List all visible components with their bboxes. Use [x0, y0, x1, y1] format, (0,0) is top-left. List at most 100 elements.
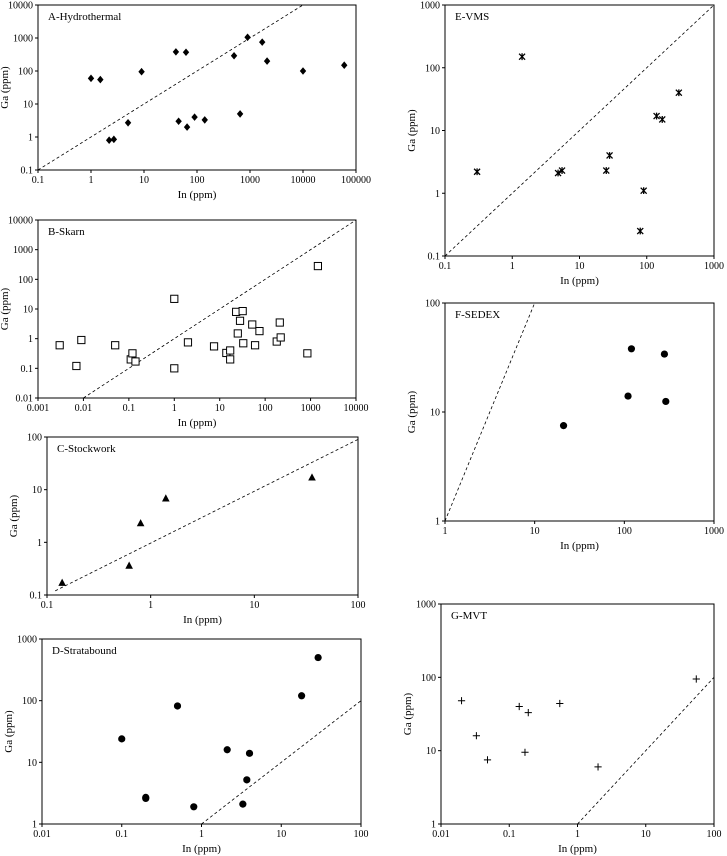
data-point	[263, 57, 271, 65]
x-tick-label: 0.1	[123, 403, 136, 414]
data-point	[606, 152, 614, 159]
y-tick-label: 10000	[8, 216, 33, 227]
data-point	[472, 732, 480, 740]
data-point	[640, 187, 648, 195]
data-point	[235, 316, 245, 325]
data-point	[692, 675, 700, 683]
x-tick-label: 10000	[291, 175, 316, 186]
data-point	[162, 494, 170, 502]
y-tick-label: 1000	[17, 635, 37, 646]
data-point	[226, 346, 235, 355]
data-point	[223, 746, 231, 754]
data-point	[239, 339, 248, 348]
x-tick-label: 1	[199, 829, 204, 840]
x-tick-label: 1	[89, 175, 94, 186]
data-point	[125, 561, 133, 569]
y-tick-label: 10	[426, 746, 436, 757]
data-point	[190, 803, 198, 811]
data-point	[602, 167, 610, 175]
x-tick-label: 1000	[240, 175, 260, 186]
panel-title: F-SEDEX	[455, 309, 500, 321]
x-tick-label: 1	[443, 526, 448, 537]
panel-title: E-VMS	[455, 11, 489, 23]
x-tick-label: 100000	[341, 175, 371, 186]
x-tick-label: 0.001	[27, 403, 50, 414]
y-tick-label: 100	[18, 275, 33, 286]
y-tick-label: 100	[421, 673, 436, 684]
data-point	[558, 167, 566, 175]
data-point	[556, 699, 564, 708]
y-axis-label: Ga (ppm)	[8, 494, 20, 537]
data-point	[473, 168, 481, 176]
reference-line	[38, 5, 304, 170]
data-point	[313, 261, 323, 271]
chart-panel-a: 0.1 1 10 100 1000 10000 100000 0.1 1 10 100 1000 100…	[0, 1, 371, 202]
data-point	[173, 702, 182, 710]
y-tick-label: 10	[430, 126, 440, 137]
data-point	[191, 113, 198, 121]
chart-panel-c: 0.1 1 10 100 0.1 1 10 100 In (ppm) Ga (ppm) C-Stoc…	[8, 433, 366, 627]
data-point	[77, 335, 86, 345]
x-tick-label: 10	[249, 600, 259, 611]
x-tick-label: 1	[510, 261, 515, 272]
y-tick-label: 100	[22, 696, 37, 707]
x-tick-label: 0.01	[75, 403, 93, 414]
reference-line	[577, 677, 714, 824]
x-tick-label: 1	[575, 829, 580, 840]
y-tick-label: 0.1	[428, 252, 441, 263]
panel-title: A-Hydrothermal	[48, 11, 121, 23]
x-tick-label: 10	[575, 261, 585, 272]
y-tick-label: 1	[37, 538, 42, 549]
data-point	[521, 748, 529, 756]
data-point	[172, 48, 180, 56]
data-point	[124, 118, 132, 127]
y-tick-label: 1000	[13, 245, 33, 256]
chart-panel-b: 0.001 0.01 0.1 1 10 100 1000 100000.010.1110100…	[0, 216, 369, 430]
data-point	[594, 763, 602, 771]
y-tick-label: 1	[431, 820, 436, 831]
data-point	[131, 357, 140, 366]
data-point	[138, 67, 145, 76]
data-point	[653, 112, 661, 120]
data-point	[87, 74, 95, 83]
data-point	[276, 333, 285, 342]
data-point	[515, 702, 523, 711]
y-tick-label: 1	[32, 820, 37, 831]
y-axis-label: Ga (ppm)	[3, 710, 15, 753]
y-axis-label: Ga (ppm)	[0, 66, 11, 109]
data-point	[238, 306, 247, 316]
x-axis-label: In (ppm)	[178, 189, 217, 201]
x-tick-label: 0.1	[32, 175, 45, 186]
x-tick-label: 0.1	[503, 829, 516, 840]
x-tick-label: 100	[617, 526, 632, 537]
data-point	[142, 794, 150, 803]
reference-line	[55, 439, 358, 592]
x-tick-label: 0.01	[432, 829, 450, 840]
x-tick-label: 1000	[301, 403, 321, 414]
data-point	[524, 709, 532, 717]
data-point	[675, 89, 683, 97]
plot-frame	[41, 638, 362, 825]
x-tick-label: 1	[148, 600, 153, 611]
x-axis-label: In (ppm)	[560, 275, 599, 287]
y-tick-label: 1000	[13, 34, 33, 45]
data-point	[248, 320, 257, 329]
x-tick-label: 0.1	[116, 829, 129, 840]
panel-title: G-MVT	[451, 610, 487, 622]
plot-frame	[444, 302, 715, 522]
data-point	[250, 341, 260, 350]
reference-line	[445, 5, 714, 256]
y-axis-label: Ga (ppm)	[0, 287, 11, 330]
data-point	[627, 345, 636, 353]
x-tick-label: 10000	[344, 403, 369, 414]
plot-frame	[46, 436, 359, 596]
x-tick-label: 10	[215, 403, 225, 414]
data-point	[55, 341, 64, 350]
data-point	[299, 67, 307, 75]
y-tick-label: 0.1	[30, 591, 43, 602]
data-point	[230, 51, 238, 60]
data-point	[624, 392, 632, 400]
data-point	[170, 294, 179, 303]
y-tick-label: 10	[32, 485, 42, 496]
